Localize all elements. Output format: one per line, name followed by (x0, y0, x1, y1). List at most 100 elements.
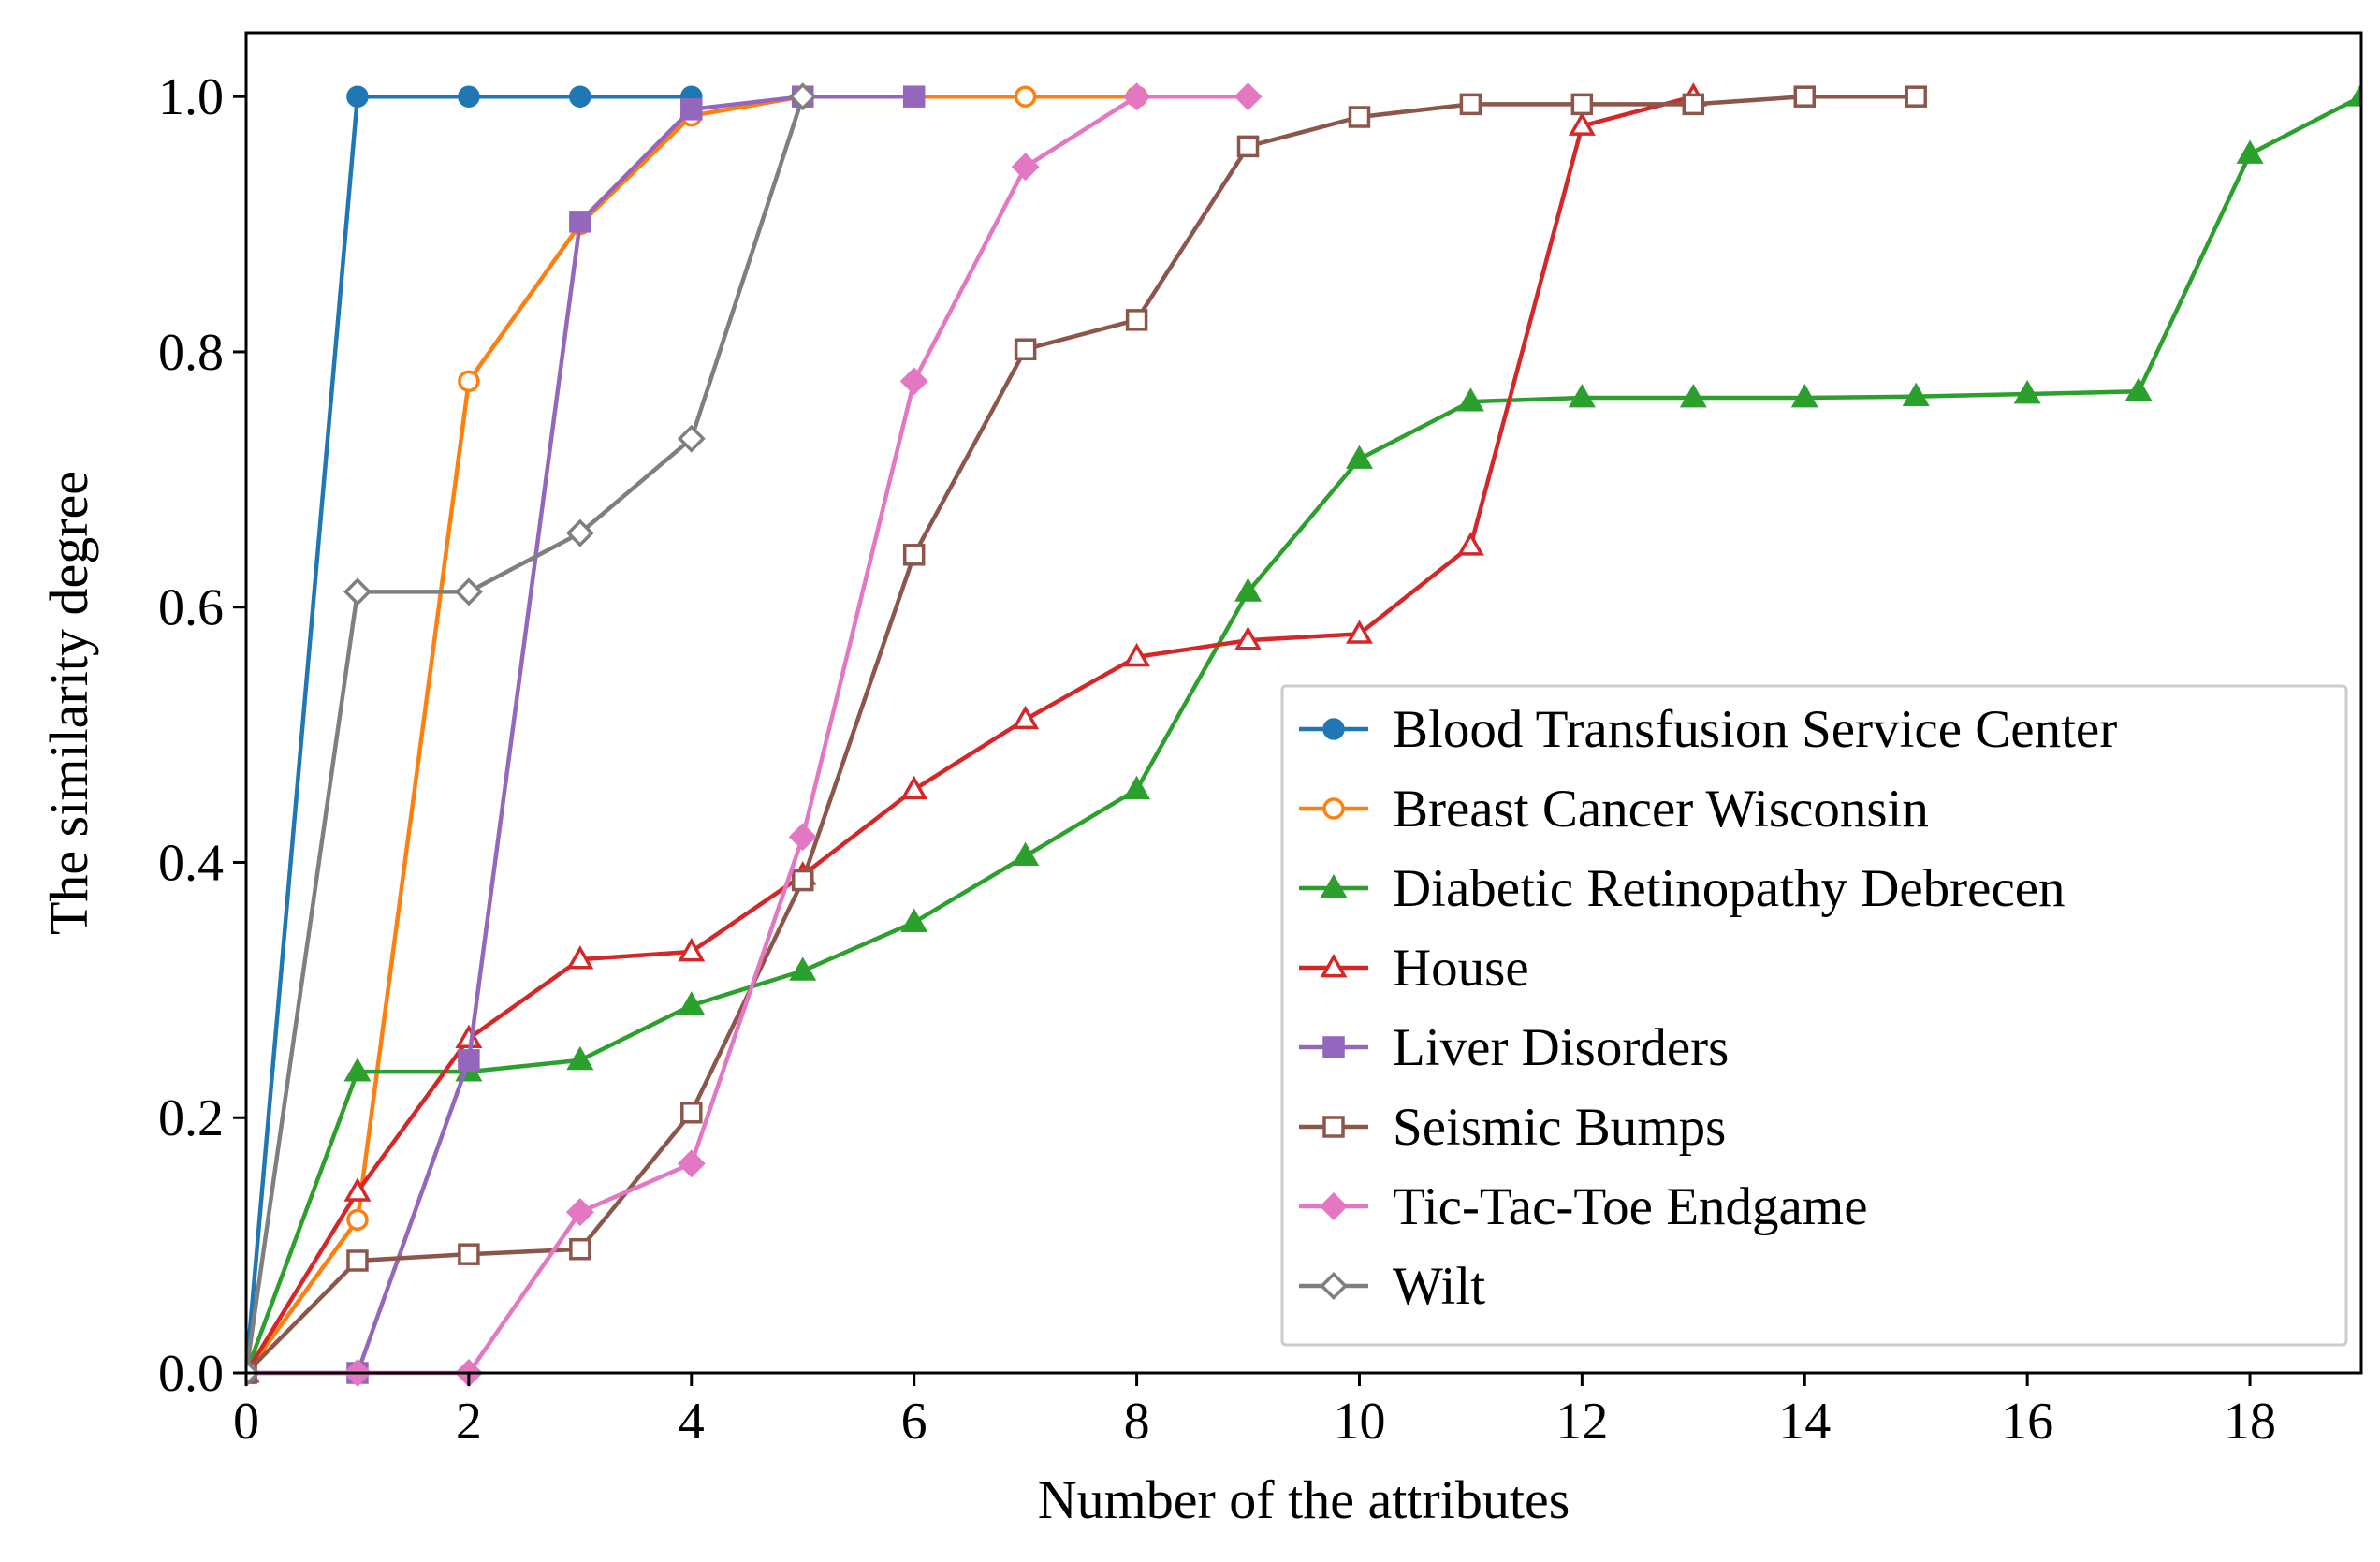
legend-item-blood-transfusion-service-center: Blood Transfusion Service Center (1299, 700, 2117, 759)
data-point (1125, 309, 1148, 331)
data-point (1012, 705, 1040, 730)
plot-frame (244, 31, 2363, 1375)
x-tick-label: 12 (1555, 1393, 1608, 1451)
legend-marker (1322, 797, 1345, 820)
data-point (677, 424, 706, 453)
data-point (1234, 626, 1263, 650)
data-point (2124, 377, 2153, 401)
data-point (569, 211, 591, 233)
x-tick-label: 18 (2224, 1393, 2276, 1451)
data-point (458, 85, 480, 108)
data-point (565, 518, 594, 547)
x-tick-label: 6 (901, 1393, 927, 1451)
data-point (454, 577, 483, 606)
data-point (566, 1045, 594, 1071)
data-point (900, 775, 928, 800)
data-point (1790, 384, 1818, 408)
series-line (246, 95, 805, 1374)
data-point (1123, 775, 1151, 800)
data-point (899, 367, 928, 396)
x-tick-label: 14 (1778, 1393, 1831, 1451)
data-point (1014, 338, 1037, 360)
data-point (1234, 82, 1263, 111)
series-line (246, 95, 1694, 1375)
x-axis: 0 2 4 6 8 10 12 14 16 18 (233, 1373, 2276, 1451)
legend-label: House (1393, 939, 1529, 998)
data-point (1679, 384, 1707, 408)
legend-item-wilt: Wilt (1299, 1257, 1485, 1316)
legend-label: Blood Transfusion Service Center (1393, 700, 2117, 759)
x-tick-label: 2 (456, 1393, 482, 1451)
data-point (1570, 93, 1594, 116)
data-point (346, 85, 369, 108)
data-point (678, 937, 706, 962)
data-point (1459, 93, 1482, 116)
y-tick-label: 0.6 (158, 579, 224, 637)
x-tick-label: 0 (233, 1393, 259, 1451)
legend-marker (1320, 953, 1348, 978)
data-point (1456, 387, 1484, 412)
data-point (1905, 85, 1927, 108)
legend-marker (1322, 718, 1345, 740)
legend-item-liver-disorders: Liver Disorders (1299, 1018, 1729, 1077)
data-point (569, 1237, 591, 1261)
y-axis-label: The similarity degree (38, 471, 99, 935)
x-tick-label: 10 (1333, 1393, 1385, 1451)
data-point (1345, 620, 1373, 644)
data-point (788, 823, 817, 852)
data-point (2347, 82, 2361, 107)
data-point (680, 1102, 703, 1124)
legend-label: Breast Cancer Wisconsin (1393, 780, 1929, 839)
data-point (788, 82, 817, 111)
data-point (2013, 379, 2041, 404)
legend-label: Tic-Tac-Toe Endgame (1393, 1177, 1868, 1236)
y-tick-label: 0.4 (158, 834, 224, 892)
x-tick-label: 8 (1124, 1393, 1150, 1451)
data-point (343, 1058, 372, 1082)
data-point (565, 1198, 594, 1227)
data-point (1012, 841, 1040, 867)
data-point (1345, 445, 1373, 469)
legend-item-seismic-bumps: Seismic Bumps (1299, 1098, 1726, 1157)
series-line (246, 94, 692, 1374)
legend-item-tic-tac-toe-endgame: Tic-Tac-Toe Endgame (1299, 1177, 1868, 1236)
data-point (2236, 139, 2264, 164)
data-point (902, 544, 926, 566)
legend-item-house: House (1299, 939, 1529, 998)
data-point (1234, 577, 1263, 602)
x-axis-label: Number of the attributes (1038, 1469, 1570, 1530)
series-line (246, 94, 914, 1376)
data-point (791, 869, 814, 892)
legend-marker (1322, 1036, 1345, 1058)
data-point (458, 1049, 480, 1072)
y-axis: 0.0 0.2 0.4 0.6 0.8 1.0 (158, 68, 246, 1403)
series-line (246, 94, 1917, 1375)
data-point (1348, 106, 1371, 128)
legend-label: Seismic Bumps (1393, 1098, 1726, 1157)
legend-box (1280, 684, 2348, 1347)
series-line (246, 94, 1248, 1376)
legend: Blood Transfusion Service Center Breast C… (1280, 684, 2348, 1347)
data-point (343, 577, 372, 606)
series-tic-tac-toe-endgame (246, 82, 1263, 1387)
data-point (902, 85, 926, 108)
data-point (1123, 642, 1151, 667)
legend-marker (1320, 1192, 1348, 1220)
legend-item-diabetic-retinopathy-debrecen: Diabetic Retinopathy Debrecen (1299, 859, 2066, 918)
data-point (1122, 82, 1151, 111)
data-point (1456, 532, 1484, 556)
data-point (346, 1208, 369, 1232)
legend-label: Liver Disorders (1393, 1018, 1729, 1077)
legend-marker (1322, 1116, 1345, 1138)
legend-marker (1320, 873, 1348, 898)
x-tick-label: 4 (679, 1393, 705, 1451)
series-seismic-bumps (246, 85, 1927, 1384)
data-point (569, 85, 591, 108)
legend-item-breast-cancer-wisconsin: Breast Cancer Wisconsin (1299, 780, 1929, 839)
series-wilt (246, 82, 817, 1387)
data-point (680, 98, 703, 121)
y-tick-label: 1.0 (158, 68, 224, 126)
data-point (343, 1177, 372, 1202)
y-tick-label: 0.0 (158, 1345, 224, 1403)
